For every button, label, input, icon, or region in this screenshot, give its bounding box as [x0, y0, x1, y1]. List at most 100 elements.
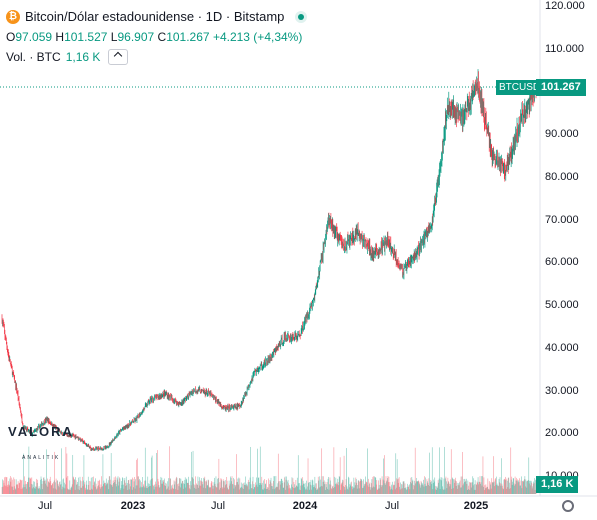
- volume-bar: [238, 477, 240, 494]
- volume-bar: [385, 476, 387, 494]
- volume-bar: [109, 484, 111, 494]
- volume-bar: [44, 481, 45, 494]
- volume-bar: [320, 485, 322, 494]
- volume-bar: [14, 488, 16, 494]
- volume-bar: [109, 476, 111, 494]
- volume-bar: [305, 489, 306, 494]
- volume-bar: [465, 481, 466, 494]
- volume-bar: [232, 484, 234, 494]
- volume-bar: [437, 488, 438, 494]
- volume-bar: [459, 480, 461, 494]
- volume-bar: [62, 486, 63, 494]
- volume-bar: [531, 482, 533, 494]
- volume-bar: [111, 484, 113, 494]
- volume-bar: [150, 485, 152, 494]
- volume-bar: [175, 489, 176, 494]
- volume-bar: [152, 484, 154, 494]
- volume-bar: [377, 489, 379, 494]
- volume-bar: [259, 485, 261, 494]
- volume-bar: [401, 484, 402, 494]
- volume-bar: [225, 485, 227, 494]
- volume-bar: [195, 476, 196, 494]
- volume-bar: [296, 477, 298, 494]
- volume-bar: [451, 477, 453, 494]
- volume-bar: [296, 486, 298, 494]
- volume-bar: [377, 488, 379, 494]
- volume-bar: [82, 476, 83, 494]
- volume-bar: [266, 480, 267, 494]
- volume-bar: [474, 480, 476, 494]
- volume-bar: [234, 484, 236, 494]
- volume-bar: [38, 488, 39, 494]
- volume-bar: [346, 486, 348, 494]
- volume-bar: [488, 481, 490, 494]
- volume-bar: [15, 489, 17, 494]
- volume-bar: [134, 488, 136, 494]
- volume-bar: [105, 485, 107, 494]
- volume-bar: [428, 452, 430, 494]
- volume-bar: [142, 477, 143, 494]
- volume-bar: [456, 481, 457, 494]
- volume-bar: [363, 479, 364, 494]
- volume-bar: [121, 484, 123, 494]
- volume-bar: [288, 483, 289, 494]
- volume-bar: [265, 489, 267, 494]
- collapse-legend-icon[interactable]: [108, 49, 129, 65]
- volume-bar: [211, 481, 213, 494]
- volume-bar: [503, 479, 505, 494]
- settings-icon[interactable]: [562, 500, 574, 512]
- volume-bar: [383, 458, 384, 494]
- volume-bar: [348, 477, 350, 494]
- volume-bar: [270, 481, 271, 494]
- volume-bar: [450, 484, 452, 494]
- symbol-title[interactable]: Bitcoin/Dólar estadounidense · 1D · Bits…: [25, 9, 285, 24]
- volume-bar: [483, 477, 485, 494]
- volume-bar: [53, 481, 55, 494]
- volume-bar: [246, 484, 248, 494]
- volume-bar: [282, 480, 284, 494]
- volume-bar: [154, 486, 156, 494]
- volume-bar: [100, 488, 101, 494]
- volume-bar: [18, 488, 19, 494]
- volume-bar: [511, 484, 513, 494]
- volume-bar: [173, 488, 174, 494]
- volume-bar: [498, 478, 500, 494]
- volume-bar: [44, 479, 46, 494]
- volume-bar: [83, 455, 85, 494]
- volume-bar: [187, 482, 189, 494]
- volume-bar: [405, 488, 406, 494]
- y-tick-label: 80.000: [545, 170, 579, 183]
- volume-bar: [227, 487, 228, 494]
- volume-bar: [428, 478, 430, 494]
- volume-bar: [335, 484, 337, 494]
- volume-bar: [127, 480, 129, 494]
- volume-bar: [13, 477, 15, 494]
- volume-bar: [458, 485, 460, 494]
- volume-bar: [15, 479, 17, 494]
- volume-bar: [317, 476, 319, 494]
- volume-bar: [400, 482, 401, 494]
- volume-bar: [474, 484, 476, 494]
- volume-bar: [396, 478, 398, 494]
- volume-bar: [330, 484, 332, 494]
- volume-bar: [438, 478, 440, 494]
- volume-bar: [434, 477, 436, 494]
- volume-bar: [60, 483, 62, 494]
- volume-bar: [318, 487, 320, 494]
- volume-bar: [380, 479, 381, 494]
- volume-bar: [469, 489, 471, 494]
- volume-bar: [262, 489, 264, 494]
- volume-bar: [378, 480, 380, 494]
- volume-bar: [171, 487, 173, 494]
- volume-bar: [422, 485, 424, 494]
- volume-bar: [246, 483, 247, 494]
- volume-bar: [256, 484, 258, 494]
- volume-bar: [154, 484, 155, 494]
- volume-bar: [136, 485, 138, 494]
- volume-bar: [8, 481, 9, 494]
- volume-bar: [145, 487, 147, 494]
- volume-bar: [166, 488, 168, 494]
- volume-bar: [169, 477, 171, 494]
- volume-bar: [207, 484, 209, 494]
